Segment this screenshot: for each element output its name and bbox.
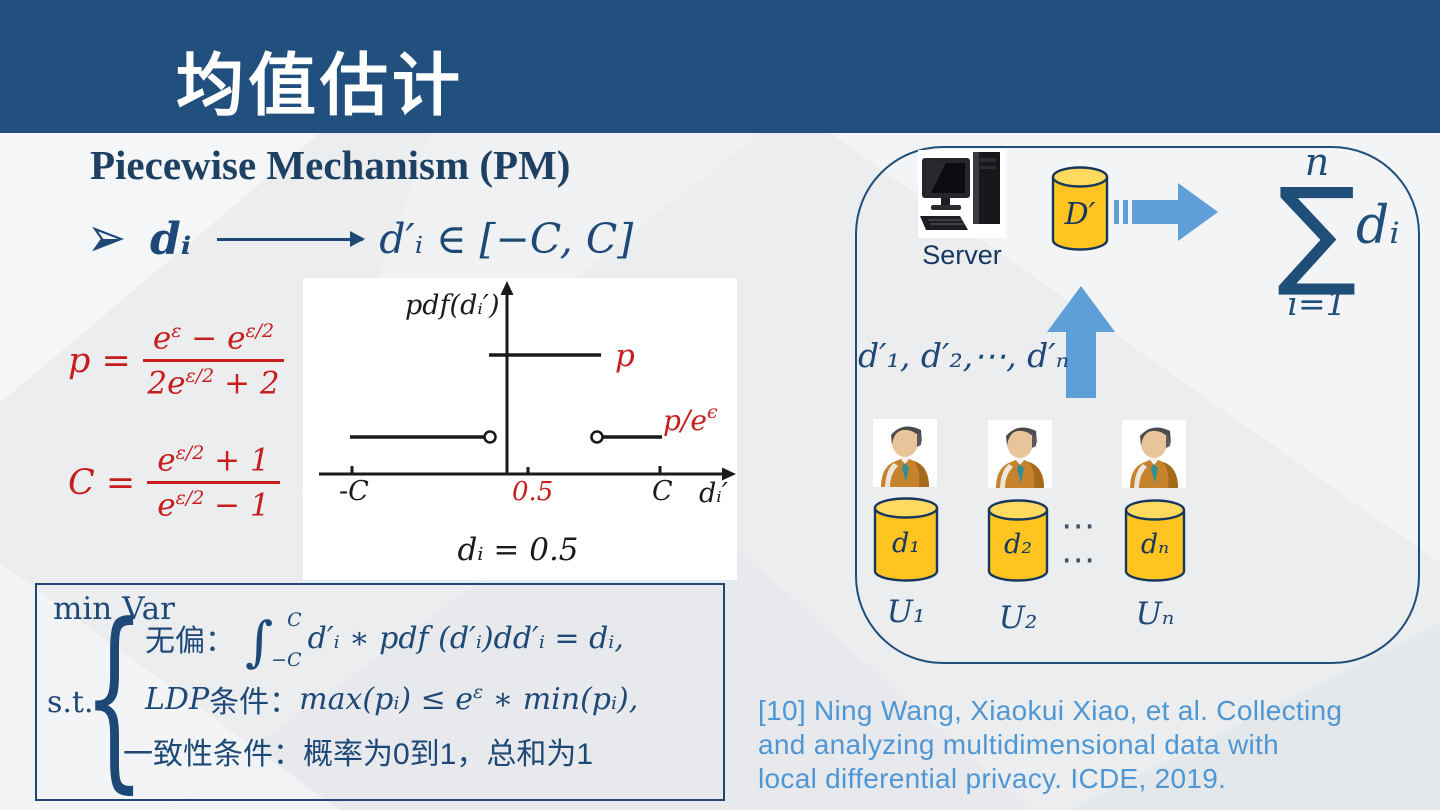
input-variable: dᵢ: [150, 213, 192, 265]
citation-line: local differential privacy. ICDE, 2019.: [758, 763, 1227, 794]
bullet-arrowhead-icon: [92, 226, 124, 252]
server-icon: [918, 150, 1006, 238]
user-db-cylinder: d₂: [986, 499, 1050, 583]
ldp-label-latin: LDP: [145, 681, 210, 717]
formula-c-lhs: C =: [68, 462, 136, 503]
formula-p: p = eε − eε/2 2eε/2 + 2: [68, 320, 285, 402]
user-db-cylinder: d₁: [872, 497, 940, 583]
formula-c: C = eε/2 + 1 eε/2 − 1: [68, 442, 280, 524]
user-avatar-icon: [988, 420, 1052, 488]
uploads-label: d′₁, d′₂,⋯, d′ₙ: [858, 336, 1070, 375]
server-label: Server: [922, 240, 1002, 270]
sum-upper-limit: n: [1304, 140, 1330, 184]
citation: [10] Ning Wang, Xiaokui Xiao, et al. Col…: [758, 694, 1440, 796]
objective-label: min Var: [53, 591, 175, 627]
tick-label-mid: 0.5: [512, 477, 553, 507]
brace-icon: {: [83, 583, 146, 810]
user-label: U₁: [886, 594, 926, 630]
formula-p-fraction: eε − eε/2 2eε/2 + 2: [142, 320, 285, 402]
p-label: p: [615, 338, 635, 374]
bullet-item: dᵢ d′ᵢ ∈ [−C, C]: [92, 208, 633, 270]
ellipsis-dots: ⋯: [1061, 507, 1097, 545]
plot-x-arrowhead-icon: [722, 467, 736, 481]
db-value-label: d₁: [891, 527, 921, 559]
constraint-box: min Var s.t. { 无偏： ∫ C −C d′ᵢ ∗ pdf (d′ᵢ…: [35, 583, 725, 801]
formula-p-lhs: p =: [68, 340, 131, 381]
tick-label-C: C: [652, 476, 673, 507]
maps-to-arrow-icon: [217, 230, 366, 247]
formula-p-numerator: eε − eε/2: [142, 320, 285, 363]
db-label: D′: [1064, 196, 1096, 232]
subject-to-label: s.t.: [47, 685, 94, 720]
ellipsis-dots: ⋯: [1061, 541, 1097, 579]
db-value-label: dₙ: [1140, 529, 1170, 561]
ldp-label-cjk: 条件：: [209, 686, 300, 719]
server-db-cylinder: D′: [1050, 166, 1110, 252]
sum-lower-limit: i=1: [1287, 284, 1347, 324]
integral-limits: C −C: [271, 609, 302, 671]
sigma-icon: ∑: [1277, 162, 1357, 300]
consistency-label: 一致性条件：概率为0到1，总和为1: [123, 738, 594, 771]
unbiased-label: 无偏：: [145, 625, 235, 658]
formula-c-denominator: eε/2 − 1: [157, 487, 270, 524]
plot-x-label: dᵢ′: [699, 478, 728, 509]
pdf-plot: pdf(dᵢ′) p p/eϵ -C 0.5 C dᵢ′ dᵢ = 0.5: [303, 278, 737, 580]
db-value-label: d₂: [1003, 529, 1033, 561]
user-db-cylinder: dₙ: [1123, 499, 1187, 583]
user-avatar-icon: [1122, 420, 1186, 488]
upload-arrow-icon: [1047, 286, 1115, 398]
constraint-unbiased: 无偏： ∫ C −C d′ᵢ ∗ pdf (d′ᵢ)dd′ᵢ = dᵢ,: [145, 609, 624, 673]
open-circle-right: [590, 430, 604, 444]
tick-label-negC: -C: [339, 476, 369, 507]
title-bar: 均值估计: [0, 0, 1440, 133]
section-heading: Piecewise Mechanism (PM): [90, 142, 571, 188]
plot-y-label: pdf(dᵢ′): [405, 290, 499, 321]
plot-caption: dᵢ = 0.5: [457, 532, 578, 568]
formula-c-fraction: eε/2 + 1 eε/2 − 1: [147, 442, 280, 524]
open-circle-left: [483, 430, 497, 444]
striped-right-arrow-icon: [1114, 183, 1218, 241]
ldp-diagram-frame: [855, 146, 1420, 664]
user-avatar-icon: [873, 419, 937, 487]
user-label: U₂: [998, 600, 1038, 636]
user-label: Uₙ: [1135, 596, 1175, 632]
sum-term: dᵢ: [1356, 196, 1400, 256]
ldp-expression: max(pᵢ) ≤ eε ∗ min(pᵢ),: [299, 681, 639, 717]
p-over-e-label: p/eϵ: [663, 401, 718, 437]
formula-c-numerator: eε/2 + 1: [147, 442, 280, 485]
unbiased-expression: d′ᵢ ∗ pdf (d′ᵢ)dd′ᵢ = dᵢ,: [307, 620, 624, 656]
constraint-ldp: LDP 条件： max(pᵢ) ≤ eε ∗ min(pᵢ),: [145, 677, 715, 721]
sum-expression: n ∑ i=1: [1256, 140, 1378, 323]
constraint-lines: 无偏： ∫ C −C d′ᵢ ∗ pdf (d′ᵢ)dd′ᵢ = dᵢ, LDP…: [123, 603, 715, 773]
plot-y-arrowhead-icon: [500, 281, 514, 295]
page-title: 均值估计: [176, 48, 465, 124]
formula-p-denominator: 2eε/2 + 2: [147, 365, 280, 402]
constraint-consistency: 一致性条件：概率为0到1，总和为1: [123, 729, 715, 773]
citation-line: and analyzing multidimensional data with: [758, 729, 1279, 760]
output-range: d′ᵢ ∈ [−C, C]: [379, 215, 634, 263]
citation-line: [10] Ning Wang, Xiaokui Xiao, et al. Col…: [758, 695, 1343, 726]
